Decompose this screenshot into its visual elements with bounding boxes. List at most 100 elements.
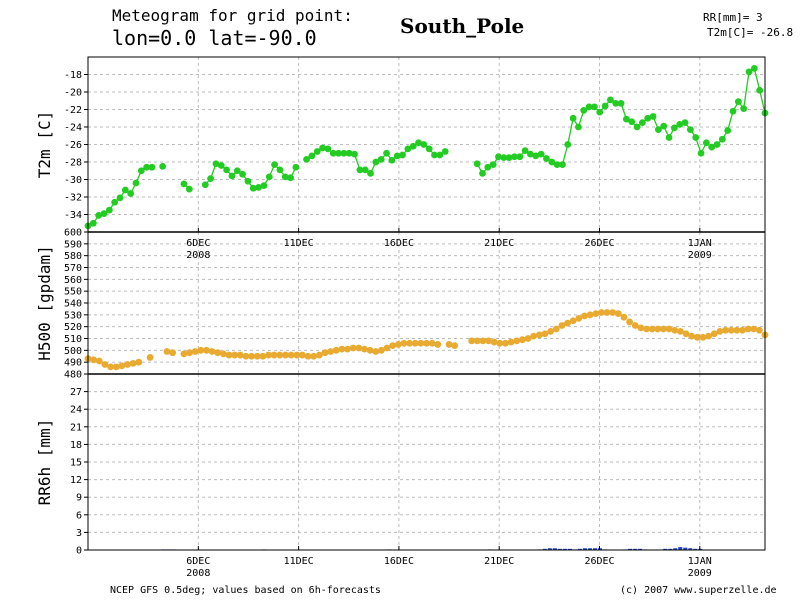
t2m-point bbox=[489, 161, 497, 169]
t2m-point bbox=[708, 143, 716, 151]
x-tick-label: 26DEC bbox=[584, 238, 614, 249]
t2m-point bbox=[287, 174, 294, 182]
y-tick-label: 6 bbox=[76, 510, 82, 521]
t2m-point bbox=[548, 158, 556, 166]
precip-bar bbox=[592, 548, 597, 550]
t2m-point bbox=[292, 163, 300, 171]
precip-bar bbox=[582, 548, 587, 550]
h500-point bbox=[372, 348, 380, 355]
h500-point bbox=[203, 346, 210, 354]
t2m-point bbox=[420, 141, 428, 148]
h500-point bbox=[112, 363, 120, 371]
y-tick-label: 560 bbox=[64, 275, 82, 286]
t2m-point bbox=[532, 152, 540, 160]
h500-point bbox=[614, 310, 622, 318]
t2m-point bbox=[750, 64, 758, 72]
h500-point bbox=[197, 346, 205, 354]
t2m-point bbox=[303, 155, 310, 163]
h500-point bbox=[332, 346, 340, 354]
t2m-point bbox=[95, 211, 103, 219]
location-title: South_Pole bbox=[400, 14, 525, 38]
t2m-point bbox=[569, 114, 577, 122]
h500-point bbox=[473, 337, 481, 345]
t2m-point bbox=[543, 155, 550, 162]
t2m-point bbox=[607, 96, 614, 104]
h500-point bbox=[394, 341, 402, 348]
t2m-point bbox=[111, 198, 119, 206]
y-tick-label: 490 bbox=[64, 358, 82, 369]
h500-point bbox=[485, 337, 492, 345]
t2m-summary: T2m[C]= -26.8 bbox=[707, 26, 794, 39]
h500-point bbox=[259, 352, 267, 360]
h500-point bbox=[671, 326, 679, 334]
x-tick-year: 2008 bbox=[186, 568, 210, 579]
t2m-point bbox=[718, 135, 726, 143]
h500-point bbox=[750, 325, 758, 333]
h500-point bbox=[468, 337, 476, 345]
t2m-point bbox=[644, 114, 652, 122]
h500-point bbox=[321, 349, 329, 357]
y-tick-label: -32 bbox=[64, 193, 82, 204]
t2m-point bbox=[601, 102, 609, 110]
h500-point bbox=[693, 333, 701, 341]
t2m-point bbox=[729, 107, 737, 115]
x-tick-label: 11DEC bbox=[284, 238, 314, 249]
h500-point bbox=[225, 351, 233, 359]
x-tick-year: 2009 bbox=[688, 250, 712, 261]
x-tick-label: 6DEC bbox=[186, 556, 210, 567]
t2m-point bbox=[361, 166, 369, 174]
y-tick-label: 550 bbox=[64, 287, 82, 298]
h500-point bbox=[603, 309, 611, 316]
h500-point bbox=[327, 348, 334, 355]
h500-point bbox=[626, 318, 633, 326]
t2m-point bbox=[527, 150, 534, 158]
t2m-point bbox=[239, 170, 246, 178]
t2m-point bbox=[276, 166, 284, 174]
t2m-point bbox=[260, 182, 268, 190]
t2m-point bbox=[377, 155, 385, 163]
y-axis-label: T2m [C] bbox=[35, 111, 54, 178]
y-tick-label: 3 bbox=[76, 528, 82, 539]
t2m-point bbox=[697, 149, 705, 157]
t2m-point bbox=[516, 153, 524, 161]
h500-point bbox=[564, 319, 571, 327]
t2m-point bbox=[654, 126, 662, 134]
t2m-point bbox=[388, 156, 396, 164]
h500-point bbox=[191, 348, 199, 355]
t2m-point bbox=[116, 194, 124, 202]
t2m-point bbox=[591, 103, 598, 111]
t2m-point bbox=[596, 108, 604, 116]
t2m-point bbox=[740, 105, 748, 113]
t2m-point bbox=[335, 149, 342, 157]
t2m-point bbox=[724, 127, 732, 134]
y-axis-label: RR6h [mm] bbox=[35, 419, 54, 506]
h500-point bbox=[265, 351, 272, 359]
h500-point bbox=[727, 326, 735, 334]
t2m-point bbox=[244, 177, 252, 185]
h500-point bbox=[282, 351, 289, 359]
h500-point bbox=[248, 352, 256, 360]
t2m-point bbox=[745, 68, 753, 76]
h500-point bbox=[169, 349, 177, 357]
h500-point bbox=[118, 362, 126, 370]
y-tick-label: 530 bbox=[64, 310, 82, 321]
y-tick-label: 21 bbox=[70, 422, 82, 433]
h500-point bbox=[389, 342, 397, 349]
t2m-point bbox=[559, 161, 566, 169]
title-line-1: Meteogram for grid point: bbox=[112, 6, 353, 25]
y-tick-label: 590 bbox=[64, 239, 82, 250]
t2m-point bbox=[185, 185, 193, 193]
precip-bar bbox=[633, 548, 638, 550]
t2m-point bbox=[217, 162, 225, 169]
t2m-point bbox=[393, 152, 401, 160]
t2m-point bbox=[702, 139, 710, 147]
t2m-point bbox=[228, 172, 236, 180]
h500-point bbox=[377, 346, 385, 354]
t2m-point bbox=[670, 124, 678, 132]
h500-point bbox=[744, 325, 752, 333]
h500-point bbox=[383, 344, 391, 352]
panel-t2m: -34 -32 -30 -28 -26 -24 -22 -20 -18 T2m [C] bbox=[35, 56, 769, 233]
t2m-point bbox=[329, 149, 337, 157]
h500-point bbox=[716, 328, 724, 335]
h500-point bbox=[547, 328, 555, 335]
